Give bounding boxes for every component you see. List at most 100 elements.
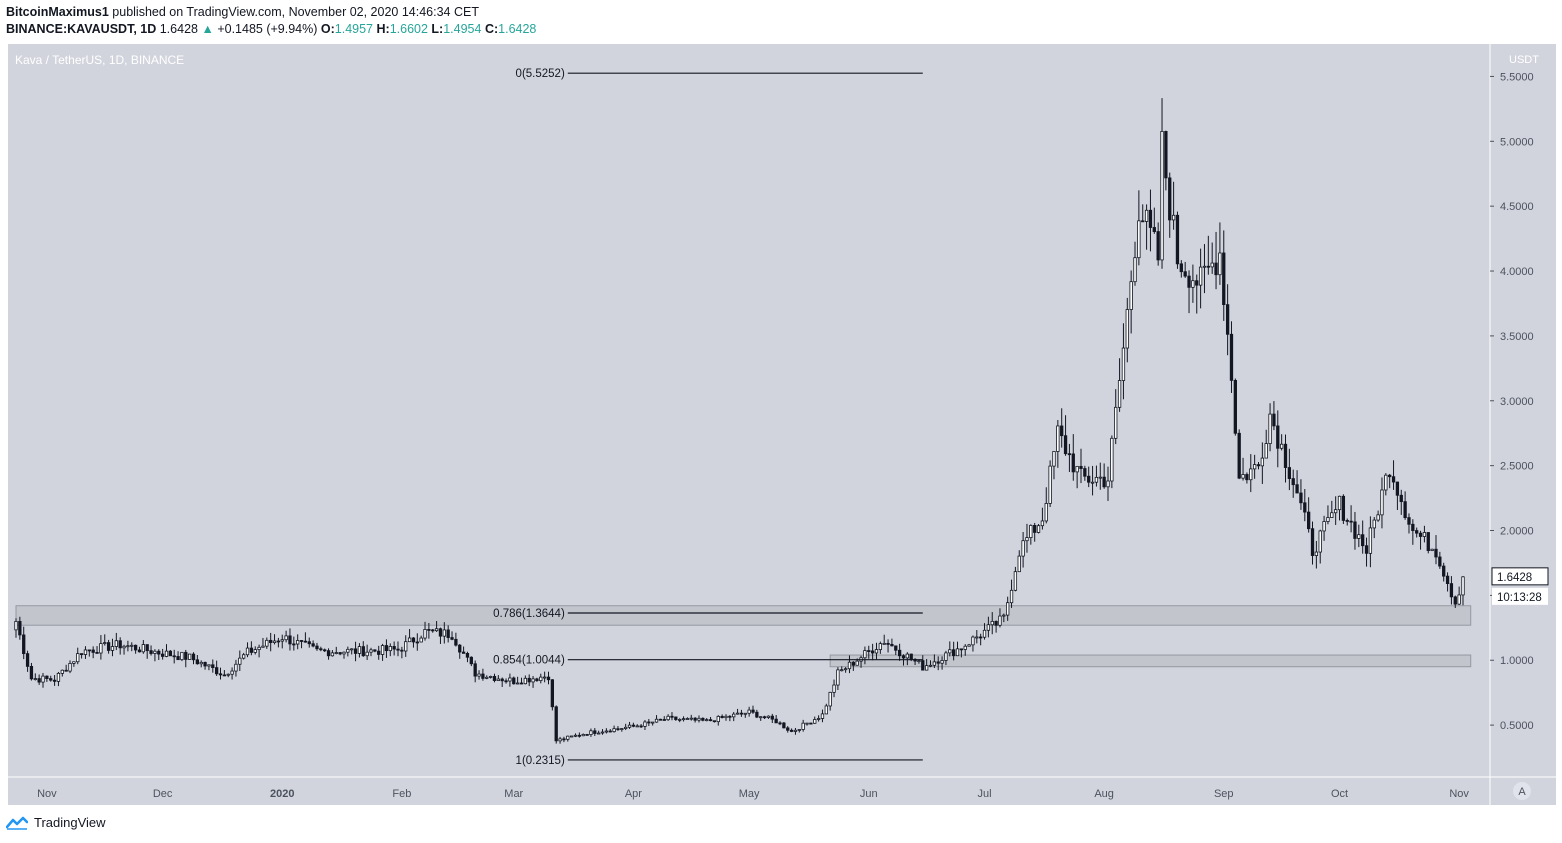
candle-up — [434, 628, 439, 632]
candle-down — [168, 650, 172, 657]
candle-down — [22, 634, 26, 655]
candle-down — [288, 635, 292, 645]
price-change: +0.1485 (+9.94%) — [217, 22, 318, 36]
candle-down — [658, 718, 663, 721]
candle-up — [242, 654, 246, 659]
candle-up — [940, 660, 944, 664]
candle-up — [589, 730, 593, 735]
chart-title: Kava / TetherUS, 1D, BINANCE — [15, 53, 184, 67]
candle-up — [1013, 571, 1018, 591]
candle-up — [558, 738, 562, 742]
candle-down — [867, 650, 871, 652]
candle-up — [1218, 252, 1222, 276]
candle-up — [1210, 262, 1214, 268]
candle-up — [986, 624, 991, 631]
candle-down — [91, 649, 95, 653]
candle-up — [1048, 465, 1052, 504]
candle-up — [1357, 534, 1361, 539]
candle-up — [651, 721, 655, 724]
fib-level-label-2: 0.854(1.0044) — [493, 655, 565, 667]
candle-up — [1137, 220, 1141, 259]
author-name[interactable]: BitcoinMaximus1 — [6, 5, 109, 19]
candle-down — [774, 718, 778, 724]
candle-down — [446, 629, 450, 638]
candle-up — [573, 734, 578, 737]
candle-down — [465, 652, 470, 658]
candle-down — [809, 722, 813, 725]
candle-up — [1098, 476, 1102, 479]
candle-up — [60, 669, 64, 674]
x-tick-label: 2020 — [270, 788, 294, 800]
candle-up — [1252, 464, 1257, 470]
candle-up — [917, 660, 921, 663]
candle-up — [508, 677, 512, 682]
candle-down — [593, 730, 597, 734]
candle-up — [1326, 517, 1330, 522]
candle-down — [1206, 265, 1210, 268]
open-value: 1.4957 — [334, 22, 373, 36]
candle-up — [130, 644, 134, 647]
publish-info: published on TradingView.com, November 0… — [112, 5, 479, 19]
candle-down — [276, 640, 281, 643]
candle-down — [1175, 214, 1180, 265]
candle-down — [311, 643, 315, 647]
candle-down — [720, 715, 724, 719]
candle-down — [323, 649, 327, 652]
candle-up — [874, 649, 879, 654]
candle-up — [805, 722, 809, 725]
candle-up — [1314, 551, 1319, 556]
fib-level-label-0: 0(5.5252) — [516, 68, 565, 80]
candle-down — [1141, 220, 1145, 223]
candle-down — [214, 667, 219, 675]
candle-up — [1268, 413, 1272, 445]
candle-down — [1307, 511, 1311, 530]
candle-up — [1198, 266, 1203, 286]
candle-up — [280, 639, 284, 642]
candle-up — [705, 719, 709, 722]
candle-down — [87, 649, 91, 652]
candle-up — [832, 684, 836, 693]
candle-down — [1237, 432, 1241, 479]
candle-up — [797, 729, 801, 731]
candle-down — [195, 659, 200, 665]
candle-up — [253, 649, 257, 653]
candle-up — [1457, 594, 1461, 605]
candle-down — [921, 660, 925, 671]
candle-up — [1117, 380, 1122, 408]
candle-down — [994, 620, 998, 626]
candle-up — [539, 676, 543, 682]
y-tick-label: 2.0000 — [1500, 526, 1534, 538]
candle-up — [1144, 209, 1149, 222]
candle-up — [365, 651, 369, 657]
candle-up — [334, 652, 338, 654]
candle-down — [662, 719, 666, 721]
y-tick-label: 5.5000 — [1500, 71, 1534, 83]
candle-down — [64, 669, 68, 672]
candle-down — [384, 645, 389, 652]
candle-up — [944, 652, 948, 661]
candle-down — [377, 650, 381, 655]
candle-up — [164, 650, 169, 657]
x-tick-label: Jun — [860, 788, 878, 800]
auto-scale-button[interactable] — [1513, 782, 1531, 800]
candle-up — [847, 661, 852, 670]
candle-down — [1391, 476, 1396, 483]
candle-down — [172, 655, 176, 658]
candle-down — [338, 652, 342, 655]
tradingview-footer[interactable]: TradingView — [6, 815, 106, 830]
candle-up — [689, 717, 693, 720]
candle-down — [1295, 484, 1299, 494]
auto-scale-label: A — [1518, 786, 1526, 798]
candle-down — [504, 680, 508, 683]
change-up-icon: ▲ — [201, 22, 214, 36]
candle-up — [238, 657, 242, 665]
candle-down — [897, 649, 902, 657]
candle-down — [481, 673, 485, 679]
candle-up — [1461, 576, 1465, 596]
candle-down — [118, 640, 122, 649]
candle-up — [68, 663, 72, 672]
candle-down — [870, 650, 875, 654]
candle-up — [1009, 589, 1014, 604]
candle-down — [890, 643, 894, 647]
